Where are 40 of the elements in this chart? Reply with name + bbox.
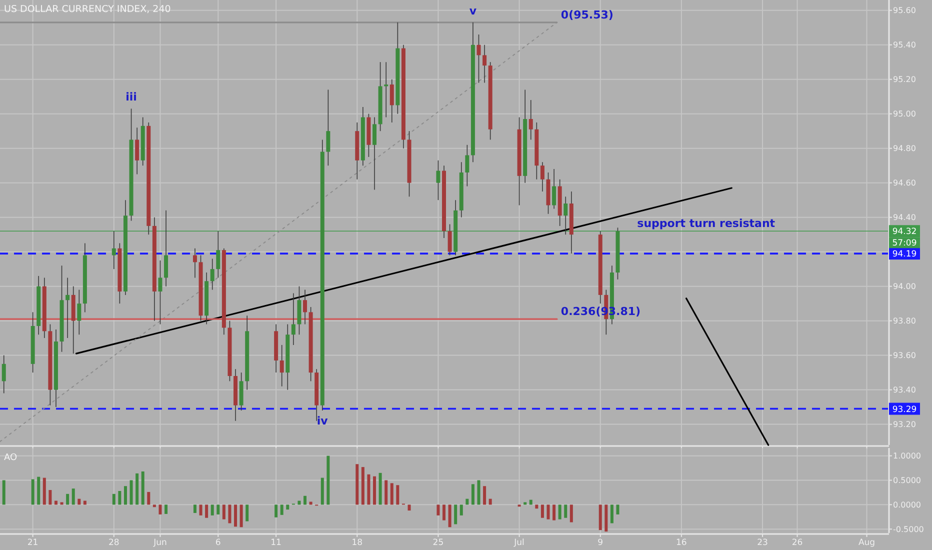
x-tick-label: Aug [858, 538, 876, 548]
x-tick-label: 6 [215, 538, 221, 548]
y-tick-label: 93.60 [893, 351, 916, 360]
x-tick-label: 25 [432, 538, 444, 548]
x-tick-label: Jun [152, 538, 167, 548]
y-tick-label: 93.40 [893, 386, 916, 395]
chart-title: US DOLLAR CURRENCY INDEX, 240 [4, 4, 171, 15]
x-tick-label: 16 [676, 538, 687, 548]
y-tick-label: 93.20 [893, 420, 916, 430]
y-tick-label: 95.60 [893, 6, 916, 16]
y-tick-label: 94.60 [893, 178, 916, 188]
y-tick-label: -0.5000 [893, 524, 924, 534]
y-tick-label: 94.80 [893, 144, 916, 154]
x-tick-label: Jul [513, 538, 524, 548]
x-tick-label: 18 [352, 538, 363, 548]
annotation: v [469, 4, 478, 18]
text: 57:09 [892, 238, 917, 249]
y-tick-label: 93.80 [893, 316, 916, 326]
y-tick-label: 94.00 [893, 282, 916, 292]
annotation: 0(95.53) [560, 8, 614, 22]
annotation: iv [316, 414, 329, 428]
x-tick-label: 26 [792, 538, 803, 548]
y-tick-label: 94.40 [893, 213, 916, 222]
y-tick-label: 95.20 [893, 75, 916, 84]
ref-line-label: 94.19 [892, 250, 917, 260]
ref-line-label: 93.29 [892, 404, 917, 415]
ref-line-label: 94.32 [892, 227, 917, 238]
x-tick-label: 21 [27, 538, 38, 548]
x-tick-label: 11 [270, 538, 282, 548]
y-tick-label: 1.0000 [893, 452, 921, 461]
y-tick-label: 0.5000 [893, 476, 921, 486]
y-tick-label: 95.40 [893, 40, 916, 50]
x-tick-label: 9 [598, 538, 604, 548]
annotation: iii [126, 90, 137, 104]
x-tick-label: 28 [108, 538, 120, 548]
y-tick-label: 0.0000 [893, 500, 921, 510]
x-tick-label: 23 [757, 538, 768, 548]
text: AO [4, 453, 18, 463]
y-tick-label: 95.00 [893, 110, 916, 119]
annotation: support turn resistant [637, 217, 776, 230]
